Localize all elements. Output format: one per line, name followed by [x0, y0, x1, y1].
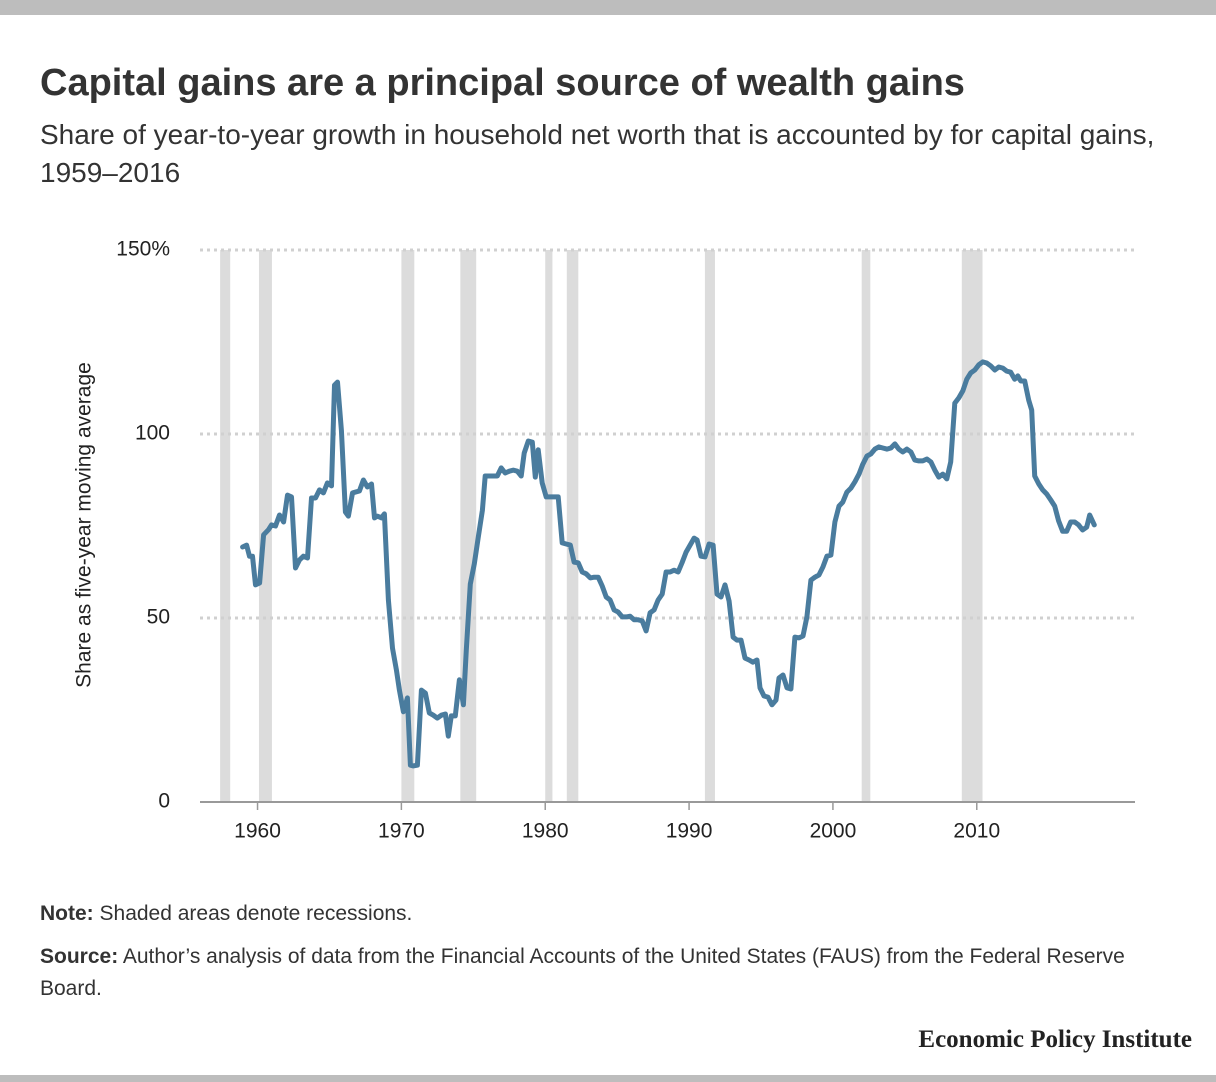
note-text: Shaded areas denote recessions.: [99, 902, 413, 925]
recession-band: [704, 250, 715, 802]
recession-band: [220, 250, 231, 802]
x-tick-label: 2010: [953, 820, 1000, 843]
data-line: [240, 359, 1097, 769]
note-label: Note:: [40, 902, 94, 925]
y-tick-label: 0: [158, 790, 170, 813]
recession-band: [460, 250, 477, 802]
x-tick-label: 1960: [234, 820, 281, 843]
x-tick-label: 1970: [378, 820, 425, 843]
y-axis-label: Share as five-year moving average: [73, 362, 96, 688]
recession-band: [861, 250, 871, 802]
x-tick-label: 1980: [522, 820, 569, 843]
source-text: Author’s analysis of data from the Finan…: [40, 945, 1125, 1000]
x-tick-label: 1990: [666, 820, 713, 843]
recession-band: [401, 250, 415, 802]
source-label: Source:: [40, 945, 119, 968]
chart-title: Capital gains are a principal source of …: [40, 62, 965, 104]
brand: Economic Policy Institute: [918, 1026, 1192, 1053]
top-bar: [0, 0, 1216, 15]
bottom-bar: [0, 1075, 1216, 1082]
recession-band: [961, 250, 983, 802]
y-tick-label: 50: [147, 606, 170, 629]
recession-band: [545, 250, 553, 802]
source: Source: Author’s analysis of data from t…: [40, 941, 1160, 1005]
y-tick-label: 100: [135, 422, 170, 445]
chart: Share as five-year moving average 0 50 100…: [73, 238, 1135, 843]
chart-subtitle: Share of year-to-year growth in househol…: [40, 119, 1155, 188]
note: Note: Shaded areas denote recessions.: [40, 898, 1160, 930]
y-tick-label: 150%: [116, 238, 170, 261]
x-tick-label: 2000: [810, 820, 857, 843]
recession-band: [258, 250, 272, 802]
recession-band: [566, 250, 579, 802]
